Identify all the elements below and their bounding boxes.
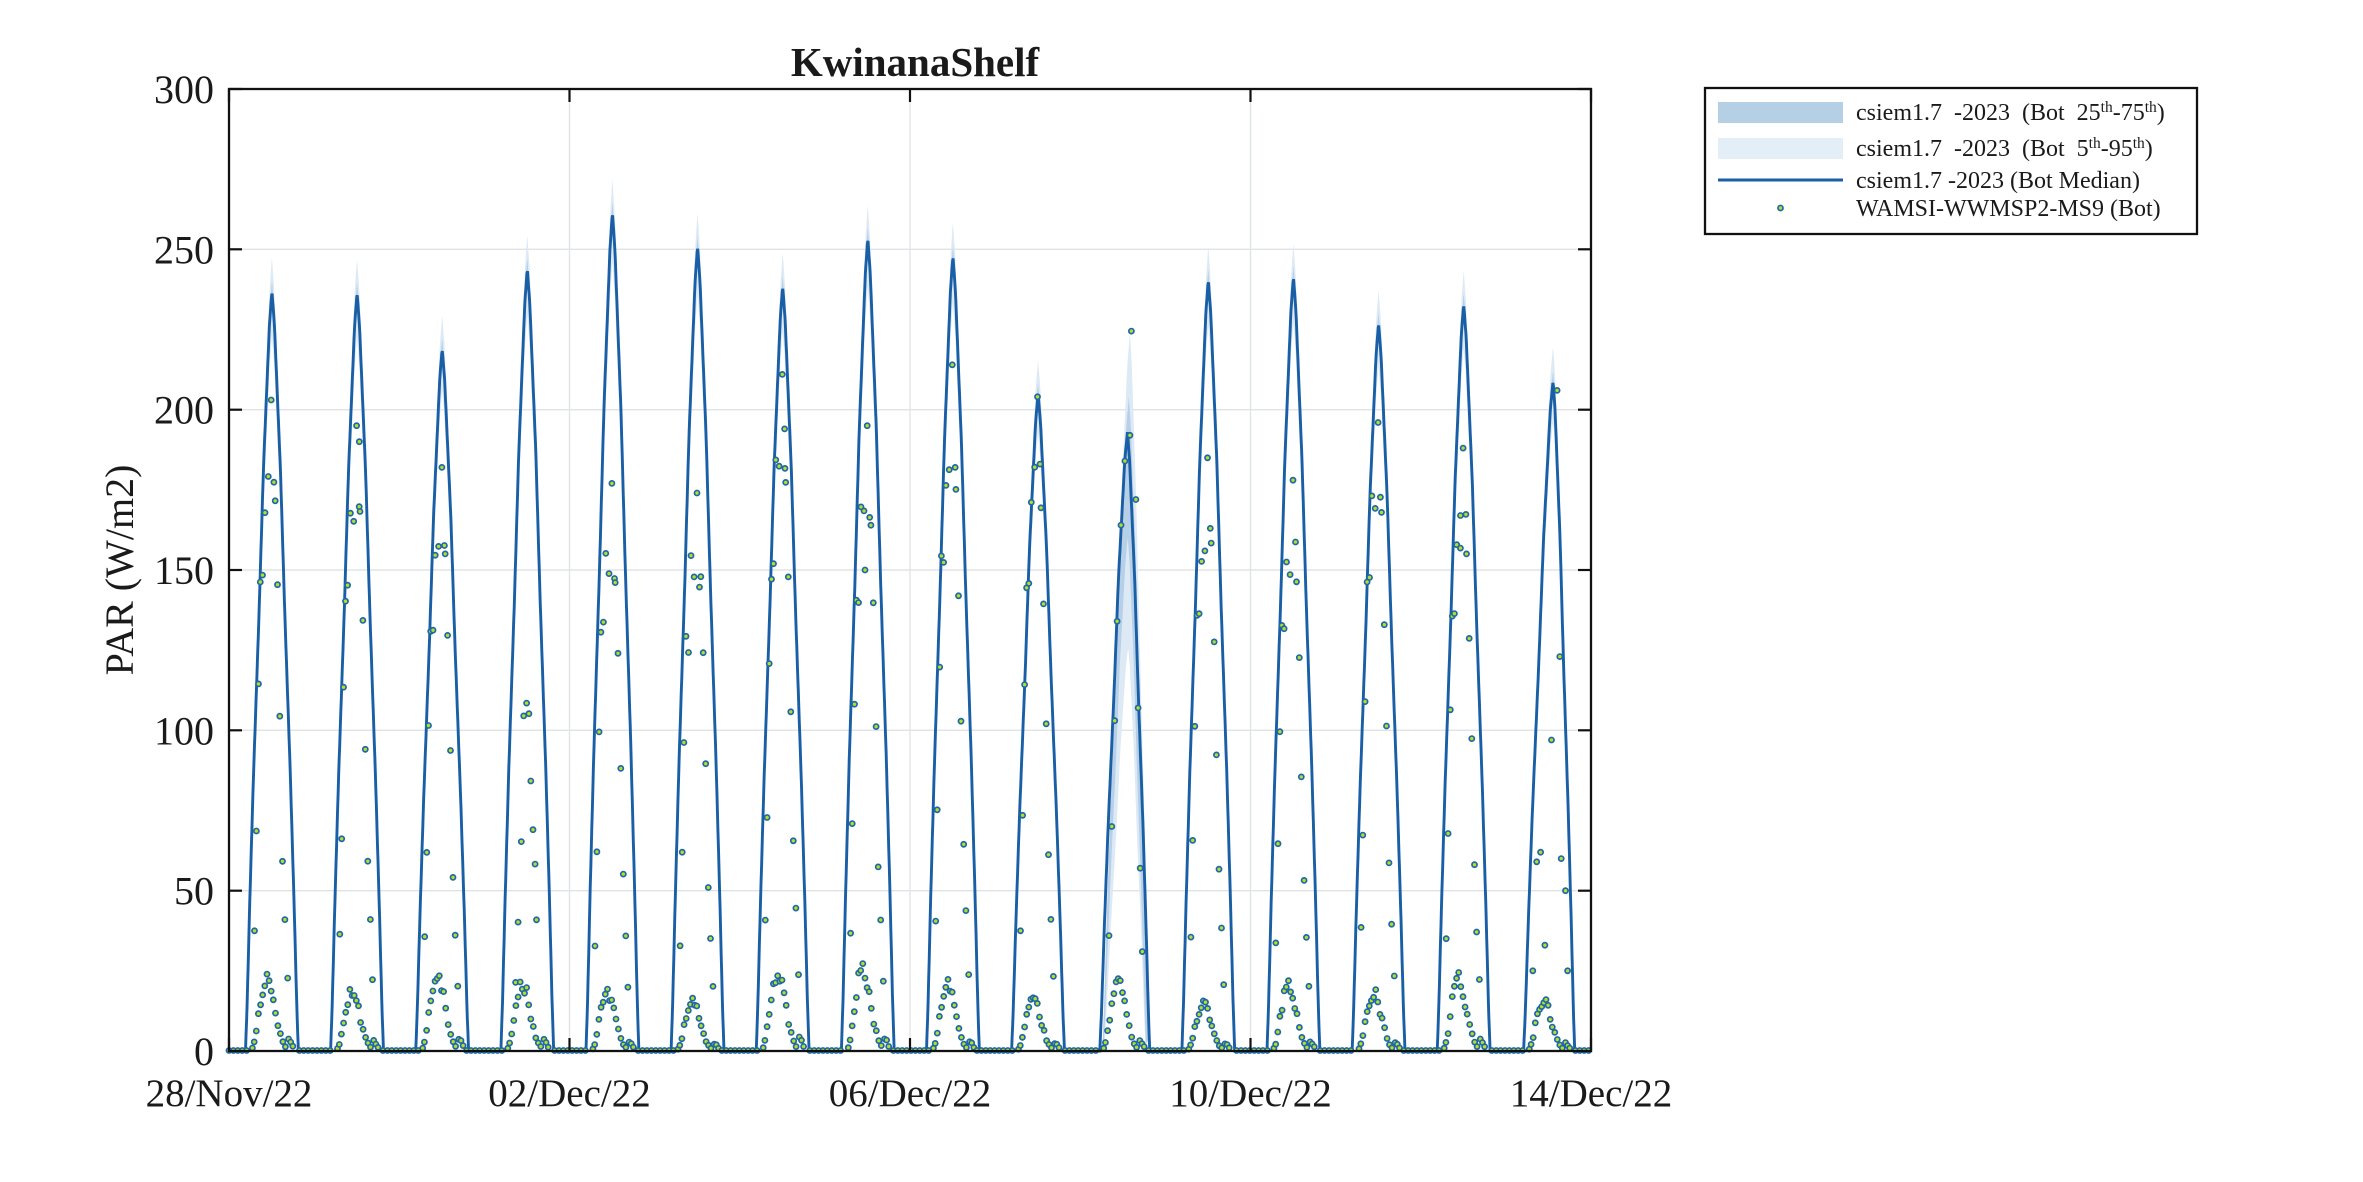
svg-text:csiem1.7 -2023 (Bot Median): csiem1.7 -2023 (Bot Median) xyxy=(1856,168,2140,194)
svg-text:0: 0 xyxy=(194,1029,214,1074)
svg-text:02/Dec/22: 02/Dec/22 xyxy=(488,1072,650,1115)
svg-text:KwinanaShelf: KwinanaShelf xyxy=(791,39,1041,85)
svg-text:14/Dec/22: 14/Dec/22 xyxy=(1510,1072,1672,1115)
svg-text:PAR (W/m2): PAR (W/m2) xyxy=(97,465,142,676)
svg-text:06/Dec/22: 06/Dec/22 xyxy=(829,1072,991,1115)
svg-text:csiem1.7 -2023 (Bot 5th-95t: csiem1.7 -2023 (Bot 5th-95th) xyxy=(1856,135,2153,162)
svg-text:100: 100 xyxy=(154,708,214,753)
svg-text:50: 50 xyxy=(174,869,214,914)
svg-text:150: 150 xyxy=(154,548,214,593)
svg-text:300: 300 xyxy=(154,67,214,112)
svg-text:WAMSI-WWMSP2-MS9 (Bot): WAMSI-WWMSP2-MS9 (Bot) xyxy=(1856,196,2161,222)
svg-text:200: 200 xyxy=(154,388,214,433)
svg-text:28/Nov/22: 28/Nov/22 xyxy=(146,1072,313,1115)
svg-text:csiem1.7 -2023 (Bot 25th-75: csiem1.7 -2023 (Bot 25th-75th) xyxy=(1856,99,2165,126)
svg-text:10/Dec/22: 10/Dec/22 xyxy=(1169,1072,1331,1115)
svg-text:250: 250 xyxy=(154,227,214,272)
